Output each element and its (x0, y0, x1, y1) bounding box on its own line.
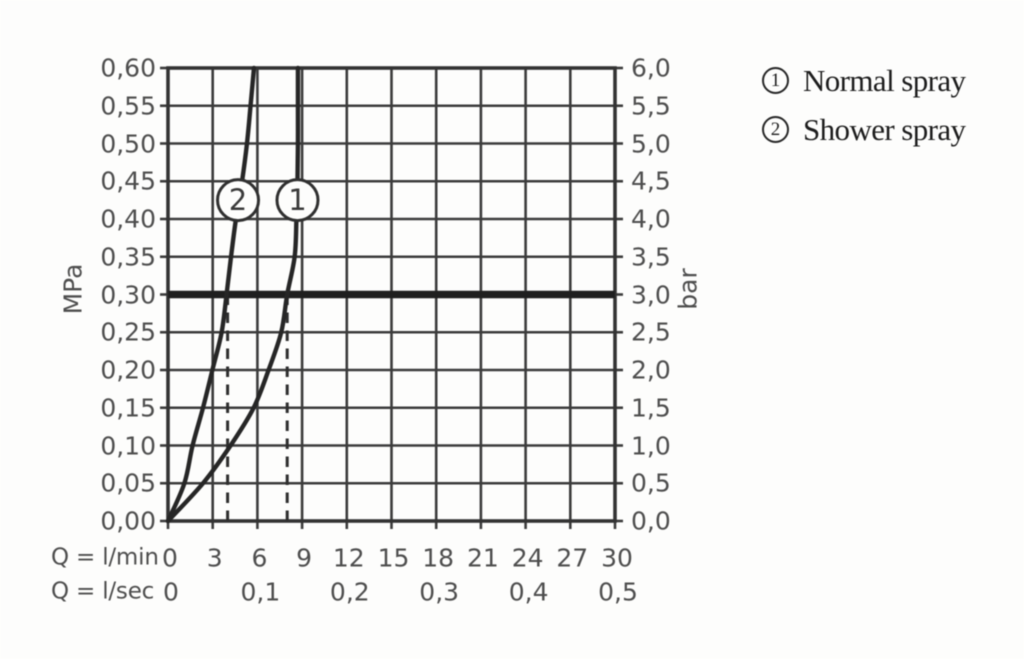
y-right-tick-label: 4,0 (631, 204, 671, 234)
x-lmin-tick-label: 18 (422, 543, 455, 573)
x-lsec-tick-label: 0,2 (329, 577, 370, 607)
y-right-tick-label: 4,5 (631, 166, 671, 196)
legend-item-normal-spray: 1 Normal spray (762, 63, 966, 98)
x-lsec-tick-label: 0 (163, 577, 179, 607)
y-left-tick-label: 0,50 (100, 129, 156, 158)
y-left-tick-label: 0,15 (100, 393, 156, 423)
y-left-tick-label: 0,20 (100, 355, 156, 385)
x-lmin-tick-label: 6 (251, 543, 268, 573)
x-lmin-tick-label: 12 (332, 543, 365, 573)
dashed-guide-lines (226, 294, 289, 521)
y-right-tick-label: 0,5 (631, 468, 671, 498)
y-left-tick-label: 0,55 (100, 91, 156, 121)
y-right-tick-label: 3,0 (631, 280, 671, 309)
marker-shower-spray: 2 (216, 178, 261, 223)
curve-shower-spray (165, 65, 257, 524)
y-right-tick-label: 1,5 (631, 393, 671, 423)
x-lsec-tick-label: 0,4 (508, 577, 549, 607)
marker-number: 1 (288, 183, 306, 217)
y-right-tick-label: 5,0 (631, 129, 671, 158)
x-lsec-tick-label: 0,5 (598, 577, 638, 607)
y-right-tick-label: 2,5 (631, 317, 671, 347)
y-right-tick-label: 2,0 (631, 355, 671, 385)
y-left-tick-label: 0,00 (100, 506, 156, 536)
curve-number-markers: 12 (216, 178, 320, 223)
marker-number: 2 (229, 183, 247, 217)
x-lmin-tick-label: 21 (466, 543, 499, 573)
legend-label-normal-spray: Normal spray (803, 63, 966, 98)
legend-item-shower-spray: 2 Shower spray (762, 112, 966, 147)
y-left-tick-label: 0,45 (100, 166, 156, 196)
x-lmin-tick-label: 3 (206, 543, 223, 573)
x-axis-row-label-lmin: Q = l/min (51, 544, 159, 571)
x-lmin-tick-label: 15 (377, 543, 410, 573)
y-right-tick-label: 6,0 (631, 53, 671, 83)
y-left-tick-label: 0,10 (100, 431, 156, 460)
y-left-tick-label: 0,60 (100, 53, 156, 83)
legend-symbol-2-icon: 2 (762, 116, 789, 143)
y-left-tick-label: 0,05 (100, 468, 156, 498)
y-right-tick-label: 1,0 (631, 431, 671, 460)
x-lmin-tick-label: 30 (601, 543, 633, 573)
y-left-axis-unit: MPa (58, 263, 88, 314)
y-right-tick-label: 0,0 (631, 506, 671, 536)
legend-symbol-1-icon: 1 (762, 67, 789, 94)
y-left-tick-label: 0,35 (100, 242, 156, 272)
marker-normal-spray: 1 (275, 178, 320, 223)
x-lmin-tick-label: 0 (162, 543, 178, 573)
marker-circle (275, 178, 320, 223)
curve-normal-spray (165, 65, 301, 524)
legend: 1 Normal spray 2 Shower spray (762, 63, 966, 147)
x-lmin-tick-label: 27 (556, 543, 589, 573)
y-left-tick-label: 0,25 (100, 317, 156, 347)
x-axis-row-label-lsec: Q = l/sec (51, 578, 155, 605)
legend-label-shower-spray: Shower spray (803, 112, 966, 147)
x-lmin-tick-label: 24 (511, 543, 544, 573)
y-right-tick-label: 3,5 (631, 242, 671, 272)
y-right-axis-unit: bar (673, 267, 703, 310)
y-left-tick-label: 0,30 (100, 280, 156, 309)
x-lsec-tick-label: 0,1 (240, 577, 281, 607)
flow-curves (165, 65, 301, 524)
x-lmin-tick-label: 9 (296, 543, 313, 573)
x-lsec-tick-label: 0,3 (419, 577, 460, 607)
y-right-tick-label: 5,5 (631, 91, 671, 121)
y-left-tick-label: 0,40 (100, 204, 156, 234)
marker-circle (216, 178, 261, 223)
